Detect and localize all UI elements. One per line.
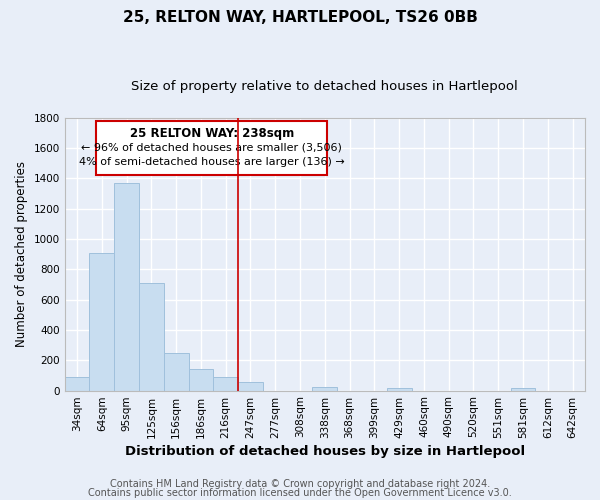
Bar	[164, 352, 188, 391]
Bar	[214, 377, 238, 390]
FancyBboxPatch shape	[96, 120, 328, 175]
Bar	[139, 283, 164, 391]
Bar	[114, 183, 139, 390]
Bar	[89, 252, 114, 390]
Text: 4% of semi-detached houses are larger (136) →: 4% of semi-detached houses are larger (1…	[79, 158, 344, 168]
Bar	[65, 377, 89, 390]
Y-axis label: Number of detached properties: Number of detached properties	[15, 161, 28, 347]
Bar	[387, 388, 412, 390]
Bar	[511, 388, 535, 390]
Bar	[188, 368, 214, 390]
X-axis label: Distribution of detached houses by size in Hartlepool: Distribution of detached houses by size …	[125, 444, 525, 458]
Text: 25, RELTON WAY, HARTLEPOOL, TS26 0BB: 25, RELTON WAY, HARTLEPOOL, TS26 0BB	[122, 10, 478, 25]
Text: Contains HM Land Registry data © Crown copyright and database right 2024.: Contains HM Land Registry data © Crown c…	[110, 479, 490, 489]
Text: 25 RELTON WAY: 238sqm: 25 RELTON WAY: 238sqm	[130, 127, 294, 140]
Bar	[313, 387, 337, 390]
Text: ← 96% of detached houses are smaller (3,506): ← 96% of detached houses are smaller (3,…	[81, 143, 342, 153]
Text: Contains public sector information licensed under the Open Government Licence v3: Contains public sector information licen…	[88, 488, 512, 498]
Title: Size of property relative to detached houses in Hartlepool: Size of property relative to detached ho…	[131, 80, 518, 93]
Bar	[238, 382, 263, 390]
